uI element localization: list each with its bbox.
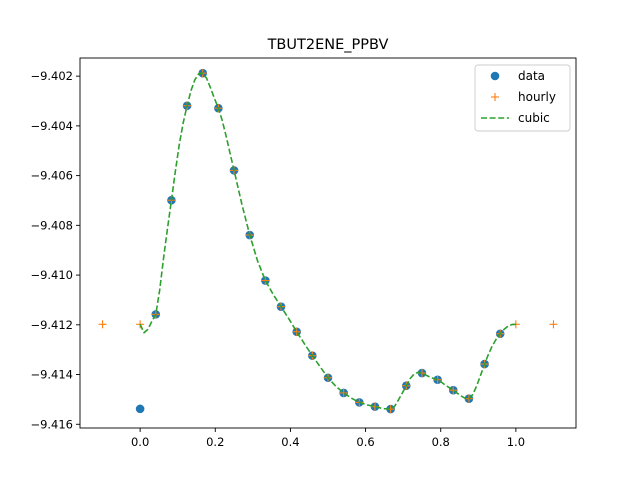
x-tick-label: 1.0 <box>507 435 525 449</box>
axes-frame <box>79 57 577 429</box>
y-tick-label: −9.414 <box>30 368 73 382</box>
legend-entry-cubic: cubic <box>481 111 550 125</box>
y-tick-label: −9.406 <box>30 169 73 183</box>
hourly-point <box>261 276 270 285</box>
x-tick-label: 0.0 <box>131 435 149 449</box>
x-tick-label: 0.8 <box>432 435 450 449</box>
legend-box <box>474 64 571 132</box>
y-tick-label: −9.416 <box>30 417 73 431</box>
y-tick-label: −9.412 <box>30 318 73 332</box>
legend-entry-data: data <box>490 69 545 83</box>
plot-area <box>98 68 558 414</box>
x-tick-label: 0.2 <box>206 435 224 449</box>
hourly-point <box>98 320 107 329</box>
data-point <box>135 404 145 414</box>
chart-title: TBUT2ENE_PPBV <box>267 37 389 53</box>
x-tick-label: 0.6 <box>356 435 374 449</box>
data-layer <box>98 68 558 414</box>
legend-entry-hourly: hourly <box>491 90 556 104</box>
y-tick-label: −9.410 <box>30 268 73 282</box>
hourly-point <box>449 386 458 395</box>
hourly-point <box>433 375 442 384</box>
legend-label: cubic <box>518 111 550 125</box>
legend: data hourly cubic <box>474 64 571 132</box>
y-tick-label: −9.402 <box>30 69 73 83</box>
x-tick-label: 0.4 <box>281 435 299 449</box>
series-line-cubic <box>139 72 516 410</box>
y-tick-label: −9.408 <box>30 218 73 232</box>
y-tick-label: −9.404 <box>30 119 73 133</box>
legend-circle-icon <box>490 71 500 81</box>
legend-label: hourly <box>518 90 556 104</box>
hourly-point <box>292 327 301 336</box>
hourly-point <box>549 320 558 329</box>
legend-label: data <box>518 69 545 83</box>
axes: 0.0 0.2 0.4 0.6 0.8 1.0 −9.416 −9.414 −9.412 −9.4… <box>30 57 577 449</box>
hourly-point <box>339 388 348 397</box>
